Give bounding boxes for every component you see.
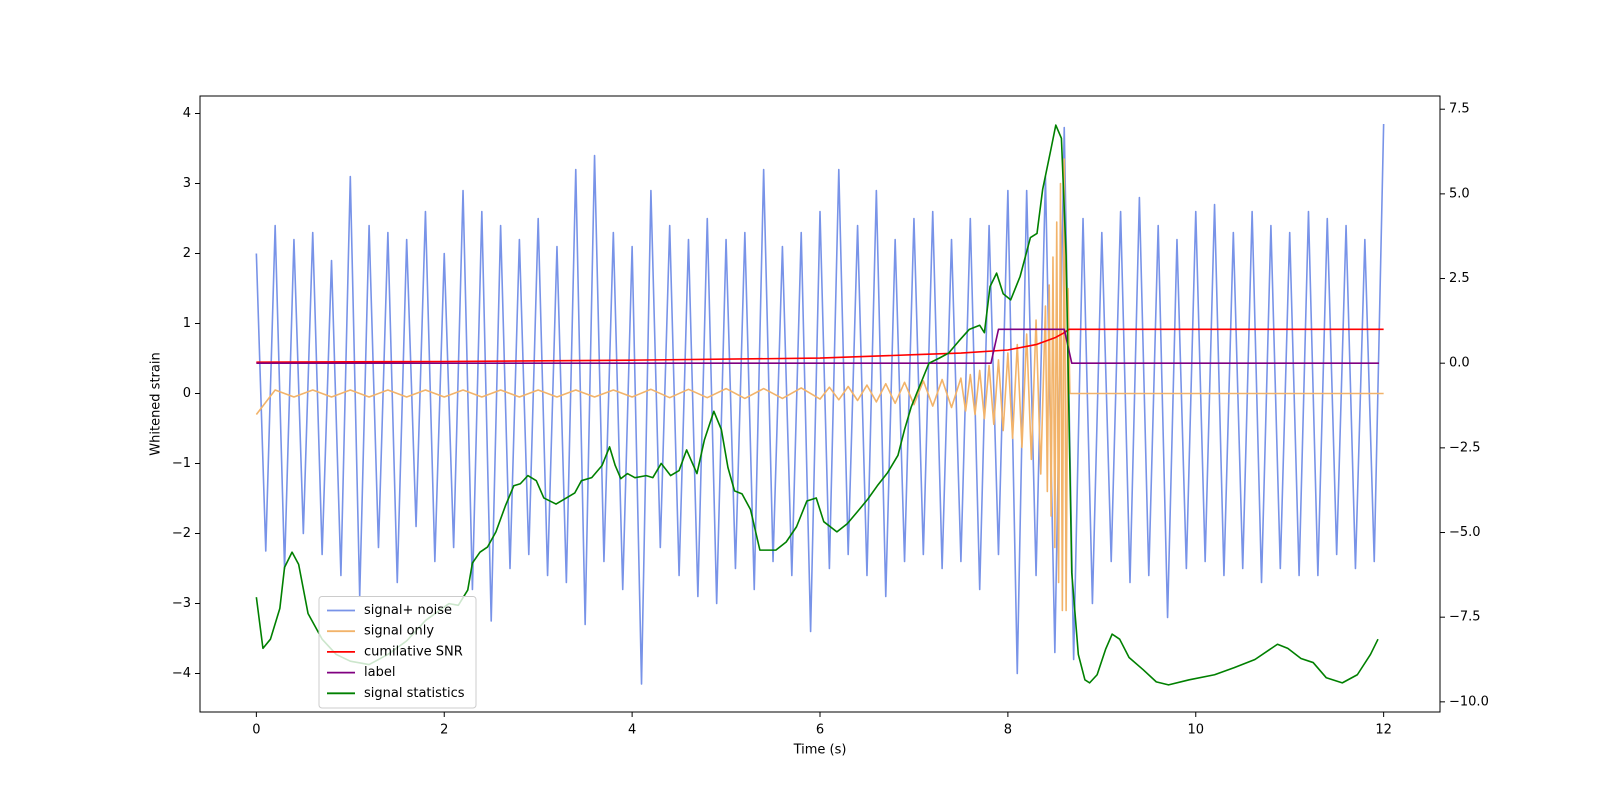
series-line xyxy=(256,328,1379,364)
x-tick-label: 6 xyxy=(816,723,824,738)
series-line xyxy=(256,328,1384,363)
y2-tick-label: 2.5 xyxy=(1449,271,1470,286)
y-tick-label: −2 xyxy=(172,526,191,541)
y-tick-label: −3 xyxy=(172,596,191,611)
x-tick-label: 12 xyxy=(1375,723,1392,738)
series-line xyxy=(255,124,1379,686)
y-tick-label: −4 xyxy=(172,666,191,681)
legend-label: label xyxy=(364,665,395,680)
legend-label: cumilative SNR xyxy=(364,644,463,659)
y2-tick-label: 7.5 xyxy=(1449,102,1470,117)
x-tick-label: 8 xyxy=(1004,723,1012,738)
y-tick-label: 4 xyxy=(183,106,191,121)
x-tick-label: 0 xyxy=(252,723,260,738)
legend-box xyxy=(318,596,477,709)
y2-tick-label: −5.0 xyxy=(1449,525,1481,540)
y-tick-label: −1 xyxy=(172,456,191,471)
x-axis-label: Time (s) xyxy=(793,743,847,758)
legend-label: signal only xyxy=(364,624,434,639)
x-tick-label: 10 xyxy=(1187,723,1204,738)
legend-label: signal statistics xyxy=(364,686,465,701)
y2-tick-label: −7.5 xyxy=(1449,610,1481,625)
y-tick-label: 0 xyxy=(183,386,191,401)
series-line xyxy=(255,123,1385,685)
y-axis-label: Whitened strain xyxy=(149,352,164,455)
y-tick-label: 3 xyxy=(183,176,191,191)
x-tick-label: 2 xyxy=(440,723,448,738)
y-tick-label: 2 xyxy=(183,246,191,261)
y-tick-label: 1 xyxy=(183,316,191,331)
legend-label: signal+ noise xyxy=(364,603,452,618)
series-line xyxy=(255,158,1384,612)
y2-tick-label: 0.0 xyxy=(1449,356,1470,371)
y2-tick-label: −2.5 xyxy=(1449,440,1481,455)
y2-tick-label: −10.0 xyxy=(1449,694,1489,709)
x-tick-label: 4 xyxy=(628,723,636,738)
plot-frame xyxy=(199,95,1441,713)
y2-tick-label: 5.0 xyxy=(1449,186,1470,201)
